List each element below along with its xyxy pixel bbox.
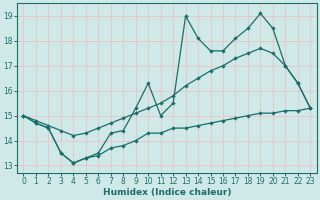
- X-axis label: Humidex (Indice chaleur): Humidex (Indice chaleur): [103, 188, 231, 197]
